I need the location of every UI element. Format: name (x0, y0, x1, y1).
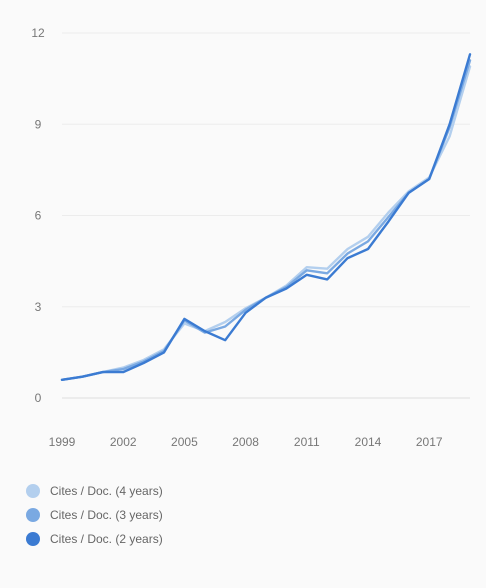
legend-swatch-3-years (26, 508, 40, 522)
x-tick-label: 2017 (416, 435, 443, 449)
x-tick-label: 2005 (171, 435, 198, 449)
y-tick-label: 9 (35, 117, 42, 131)
y-tick-label: 3 (35, 300, 42, 314)
legend-swatch-4-years (26, 484, 40, 498)
legend-label-3-years: Cites / Doc. (3 years) (50, 508, 163, 522)
y-tick-label: 6 (35, 209, 42, 223)
legend-label-4-years: Cites / Doc. (4 years) (50, 484, 163, 498)
y-axis-ticks: 0 3 6 9 12 (31, 26, 45, 405)
legend: Cites / Doc. (4 years) Cites / Doc. (3 y… (26, 482, 163, 548)
grid (62, 32, 470, 399)
x-tick-label: 2008 (232, 435, 259, 449)
legend-item-4-years[interactable]: Cites / Doc. (4 years) (26, 482, 163, 500)
line-chart: 0 3 6 9 12 1999 2002 2005 2008 2011 2014 2017 (31, 26, 472, 449)
x-tick-label: 2014 (355, 435, 382, 449)
series-lines (60, 53, 472, 381)
series-line-1 (60, 59, 472, 381)
legend-swatch-2-years (26, 532, 40, 546)
legend-item-2-years[interactable]: Cites / Doc. (2 years) (26, 530, 163, 548)
x-tick-label: 2011 (294, 435, 320, 449)
y-tick-label: 12 (31, 26, 45, 40)
x-tick-label: 1999 (49, 435, 76, 449)
x-axis-ticks: 1999 2002 2005 2008 2011 2014 2017 (49, 435, 443, 449)
series-line-0 (60, 65, 472, 381)
y-tick-label: 0 (35, 391, 42, 405)
x-tick-label: 2002 (110, 435, 137, 449)
legend-item-3-years[interactable]: Cites / Doc. (3 years) (26, 506, 163, 524)
legend-label-2-years: Cites / Doc. (2 years) (50, 532, 163, 546)
series-line-2 (60, 53, 472, 381)
